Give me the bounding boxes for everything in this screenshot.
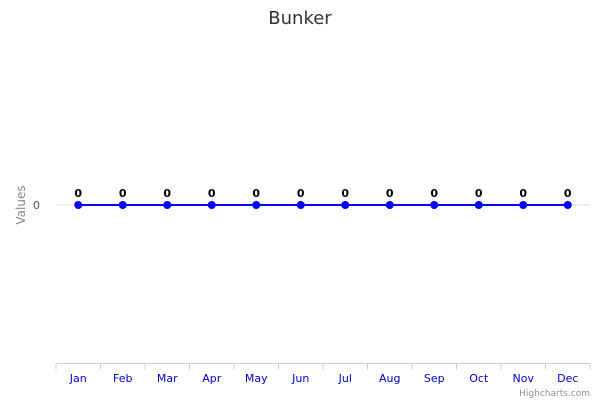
x-tick-label: Feb [113,372,132,385]
x-tick-label: Aug [379,372,400,385]
data-label: 0 [386,187,394,200]
data-label: 0 [297,187,305,200]
data-label: 0 [208,187,216,200]
data-label: 0 [119,187,127,200]
data-point[interactable] [474,201,483,209]
y-tick-label: 0 [33,199,40,212]
data-label: 0 [430,187,438,200]
data-label: 0 [519,187,527,200]
y-axis-label: Values [14,185,28,224]
credits-link[interactable]: Highcharts.com [519,389,590,399]
data-labels: 0 0 0 0 0 0 0 0 0 0 0 0 [74,187,572,200]
x-axis-ticks [55,363,591,370]
x-tick-label: Dec [557,372,578,385]
data-point[interactable] [385,201,394,209]
x-tick-label: Jul [338,372,352,385]
x-tick-label: Jan [69,372,87,385]
data-point[interactable] [252,201,261,209]
x-tick-label: Oct [469,372,489,385]
data-point[interactable] [207,201,216,209]
data-label: 0 [252,187,260,200]
data-point[interactable] [341,201,350,209]
x-tick-label: Mar [157,372,178,385]
data-point[interactable] [563,201,572,209]
x-axis-labels: Jan Feb Mar Apr May Jun Jul Aug Sep Oct Nov Dec [69,372,579,385]
data-label: 0 [74,187,82,200]
x-tick-label: Nov [513,372,535,385]
x-tick-label: Sep [424,372,445,385]
data-point[interactable] [430,201,439,209]
data-point[interactable] [118,201,127,209]
data-label: 0 [163,187,171,200]
chart-title: Bunker [268,8,332,29]
data-label: 0 [475,187,483,200]
data-label: 0 [341,187,349,200]
data-point[interactable] [519,201,528,209]
data-point[interactable] [163,201,172,209]
data-point[interactable] [296,201,305,209]
x-tick-label: May [245,372,268,385]
series-layer [74,201,572,209]
x-tick-label: Apr [202,372,222,385]
x-tick-label: Jun [291,372,309,385]
data-label: 0 [564,187,572,200]
data-point[interactable] [74,201,83,209]
